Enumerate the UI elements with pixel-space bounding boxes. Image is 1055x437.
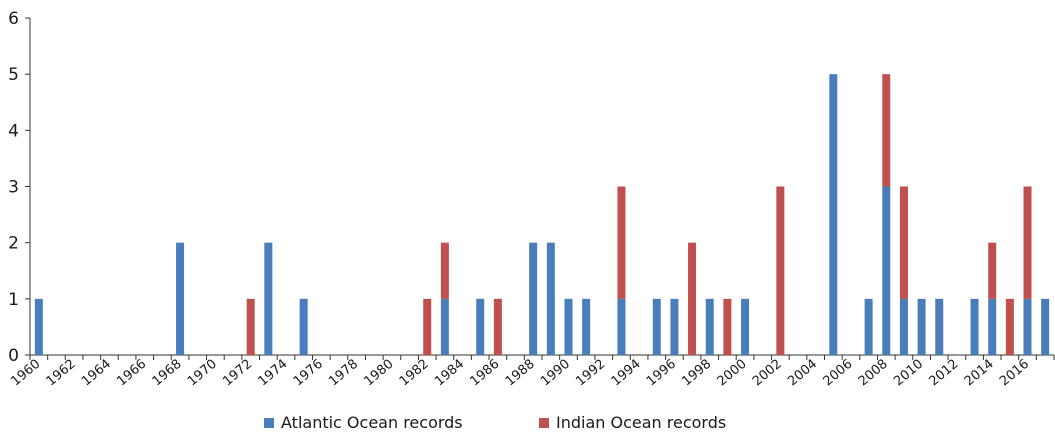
x-tick-label: 1970: [185, 357, 220, 390]
y-tick-label: 1: [8, 290, 19, 310]
x-tick-label: 2002: [750, 357, 785, 390]
x-tick-label: 2014: [962, 357, 997, 390]
bar-indian: [493, 298, 502, 355]
bar-atlantic: [476, 298, 485, 355]
x-tick-label: 1996: [644, 357, 679, 390]
x-tick-label: 1990: [538, 357, 573, 390]
x-tick-label: 1968: [150, 357, 185, 390]
legend-swatch: [539, 418, 549, 428]
bar-atlantic: [741, 298, 750, 355]
legend: Atlantic Ocean records Indian Ocean recor…: [264, 413, 726, 432]
x-tick-label: 1966: [114, 357, 149, 390]
x-tick-label: 1978: [326, 357, 361, 390]
bar-indian: [1023, 186, 1032, 299]
legend-label: Atlantic Ocean records: [281, 413, 463, 432]
x-tick-label: 1962: [44, 357, 79, 390]
x-tick-label: 1988: [503, 357, 538, 390]
y-tick-label: 0: [8, 346, 19, 366]
y-tick-label: 6: [8, 9, 19, 29]
x-tick-label: 2010: [891, 357, 926, 390]
bar-atlantic: [705, 298, 714, 355]
x-tick-label: 2012: [926, 357, 961, 390]
bar-atlantic: [582, 298, 591, 355]
bar-indian: [423, 298, 432, 355]
x-tick-label: 2006: [821, 357, 856, 390]
bar-atlantic: [440, 298, 449, 355]
x-tick-label: 1998: [679, 357, 714, 390]
bar-atlantic: [935, 298, 944, 355]
x-tick-label: 1972: [220, 357, 255, 390]
bar-atlantic: [864, 298, 873, 355]
bar-atlantic: [176, 242, 185, 355]
x-tick-label: 1982: [397, 357, 432, 390]
bar-atlantic: [1041, 298, 1050, 355]
bar-atlantic: [617, 298, 626, 355]
bar-indian: [617, 186, 626, 299]
bar-indian: [246, 298, 255, 355]
bar-indian: [440, 242, 449, 299]
bar-atlantic: [899, 298, 908, 355]
x-tick-label: 2000: [715, 357, 750, 390]
bar-indian: [882, 74, 891, 187]
bar-indian: [723, 298, 732, 355]
bar-atlantic: [34, 298, 43, 355]
x-tick-label: 1984: [432, 357, 467, 390]
y-tick-label: 4: [8, 121, 19, 141]
x-tick-label: 1986: [467, 357, 502, 390]
x-tick-label: 1974: [256, 357, 291, 390]
x-tick-label: 2016: [997, 357, 1032, 390]
bar-atlantic: [546, 242, 555, 355]
y-axis: 0 1 2 3 4 5 6: [8, 9, 31, 366]
bar-atlantic: [970, 298, 979, 355]
bar-atlantic: [299, 298, 308, 355]
bar-indian: [1005, 298, 1014, 355]
bar-indian: [988, 242, 997, 299]
y-tick-label: 5: [8, 65, 19, 85]
x-tick-label: 1994: [609, 357, 644, 390]
bar-atlantic: [670, 298, 679, 355]
y-tick-label: 3: [8, 178, 19, 198]
bar-atlantic: [1023, 298, 1032, 355]
bar-atlantic: [988, 298, 997, 355]
bar-atlantic: [917, 298, 926, 355]
x-tick-label: 2008: [856, 357, 891, 390]
bar-indian: [899, 186, 908, 299]
legend-label: Indian Ocean records: [556, 413, 726, 432]
bar-atlantic: [529, 242, 538, 355]
bar-atlantic: [264, 242, 273, 355]
x-axis: 1960 1962 1964 1966 1968 1970 1972 1974 1976 1978…: [8, 354, 1055, 390]
bar-atlantic: [829, 74, 838, 356]
x-tick-label: 1980: [362, 357, 397, 390]
x-tick-label: 1964: [79, 357, 114, 390]
x-tick-label: 2004: [785, 357, 820, 390]
bar-indian: [688, 242, 697, 355]
y-tick-label: 2: [8, 234, 19, 254]
x-tick-label: 1976: [291, 357, 326, 390]
bar-atlantic: [882, 186, 891, 355]
x-tick-label: 1992: [573, 357, 608, 390]
bar-atlantic: [564, 298, 573, 355]
bars: [34, 74, 1050, 356]
bar-indian: [776, 186, 785, 355]
legend-swatch: [264, 418, 274, 428]
bar-atlantic: [652, 298, 661, 355]
